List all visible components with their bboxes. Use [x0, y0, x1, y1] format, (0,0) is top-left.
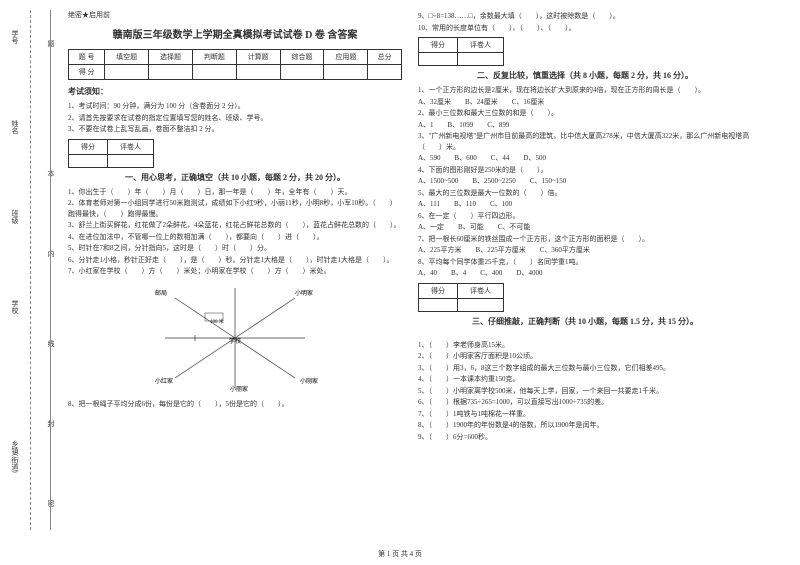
- section1-title: 一、用心思考，正确填空（共 10 小题，每题 2 分，共 20 分）。: [68, 172, 402, 183]
- q3-2: 2、（ ）小明家客厅面积是10公顷。: [418, 351, 752, 362]
- right-column: 9、□÷8=138……□，余数最大填（ ），这时被除数是（ ）。 10、常用的长…: [410, 10, 760, 443]
- score-h: 总分: [368, 50, 402, 65]
- q1-5: 5、时针在7和8之间，分针指向5，这时是（ ）时（ ）分。: [68, 243, 402, 254]
- notice-item: 1、考试时间：90 分钟，满分为 100 分（含卷面分 2 分）。: [68, 101, 402, 112]
- q2-7: 7、把一根长60厘米的铁丝围成一个正方形，这个正方形的面积是（ ）。: [418, 234, 752, 245]
- q2-8-opts: A、40 B、4 C、400 D、4000: [418, 268, 752, 279]
- diagram-node: 小明家: [295, 289, 313, 297]
- score-h: 计算题: [236, 50, 280, 65]
- mark-score: 得分: [419, 283, 458, 298]
- score-h: 选择题: [149, 50, 193, 65]
- q2-3-opts: A、590 B、600 C、44 D、500: [418, 153, 752, 164]
- q2-7-opts: A、225平方米 B、225平方厘米 C、360平方厘米: [418, 245, 752, 256]
- section2-title: 二、反复比较，慎重选择（共 8 小题，每题 2 分，共 16 分）。: [418, 70, 752, 81]
- diagram-node: 小刚家: [300, 377, 318, 385]
- marker-table: 得分评卷人: [418, 37, 504, 66]
- q3-8: 8、（ ）1900年的年份数是4的倍数，所以1900年是闰年。: [418, 420, 752, 431]
- q3-1: 1、（ ）李老师身高15米。: [418, 340, 752, 351]
- solid-margin-line: [50, 10, 51, 530]
- notice-item: 2、请首先按要求在试卷的指定位置填写您的姓名、班级、学号。: [68, 113, 402, 124]
- notice-item: 3、不要在试卷上乱写乱画，卷面不整洁扣 2 分。: [68, 124, 402, 135]
- side-mark: 本: [46, 170, 56, 177]
- q2-4-opts: A、1500~500 B、2500~2250 C、150~150: [418, 176, 752, 187]
- side-label-xuehao: 学号: [10, 30, 20, 44]
- left-column: 绝密★启用前 赣南版三年级数学上学期全真模拟考试试卷 D 卷 含答案 题 号 填…: [60, 10, 410, 443]
- mark-grader: 评卷人: [458, 38, 504, 53]
- exam-title: 赣南版三年级数学上学期全真模拟考试试卷 D 卷 含答案: [68, 26, 402, 41]
- q2-6-opts: A、一定 B、可能 C、不可能: [418, 222, 752, 233]
- q2-3: 3、"广州新电视塔"是广州市目前最高的建筑，比中信大厦高278米，中信大厦高32…: [418, 131, 752, 152]
- page-footer: 第 1 页 共 4 页: [0, 549, 800, 559]
- side-label-name: 姓名: [10, 120, 20, 134]
- q2-1-opts: A、32厘米 B、24厘米 C、16厘米: [418, 97, 752, 108]
- score-h: 应用题: [324, 50, 368, 65]
- q1-7: 7、小红家在学校（ ）方（ ）米处；小明家在学校（ ）方（ ）米处。: [68, 266, 402, 277]
- side-label-class: 班级: [10, 210, 20, 224]
- q2-5: 5、最大的三位数是最大一位数的（ ）倍。: [418, 188, 752, 199]
- q2-5-opts: A、111 B、110 C、100: [418, 199, 752, 210]
- score-h: 判断题: [192, 50, 236, 65]
- q1-6: 6、分针走1小格，秒针正好走（ ），是（ ）秒。分针走1大格是（ ），时针走1大…: [68, 255, 402, 266]
- q2-1: 1、一个正方形的边长是2厘米，现在将边长扩大到原来的4倍，现在正方形的周长是（ …: [418, 85, 752, 96]
- q2-2: 2、最小三位数和最大三位数的和是（ ）。: [418, 108, 752, 119]
- q2-2-opts: A、1 B、1099 C、899: [418, 120, 752, 131]
- mark-grader: 评卷人: [108, 139, 154, 154]
- diagram-node: 邮局: [155, 289, 167, 297]
- side-label-town: 乡镇(街道): [10, 440, 20, 473]
- diagram-center: 学校: [229, 337, 241, 345]
- side-label-school: 学校: [10, 300, 20, 314]
- q1-4: 4、在进位加法中，不管哪一位上的数相加满（ ），都要向（ ）进（ ）。: [68, 232, 402, 243]
- notice-title: 考试须知：: [68, 86, 402, 97]
- score-h: 填空题: [105, 50, 149, 65]
- marker-table: 得分评卷人: [68, 139, 154, 168]
- score-h: 综合题: [280, 50, 324, 65]
- q2-4: 4、下面的图形刚好是250米的是（ ）。: [418, 165, 752, 176]
- q2-8: 8、平均每个同学体重25千克，（ ）名同学重1吨。: [418, 257, 752, 268]
- q1-8: 8、把一根绳子平均分成6份，每份是它的（ ），5份是它的（ ）。: [68, 399, 402, 410]
- q3-7: 7、（ ）1吨铁与1吨棉花一样重。: [418, 409, 752, 420]
- diagram-dist: 100 米: [210, 318, 224, 325]
- direction-diagram: 学校 小明家 小刚家 小红家 邮局 小丽家 100 米: [135, 283, 335, 393]
- q3-5: 5、（ ）小明家离学校500米，他每天上学，回家，一个来回一共要走1千米。: [418, 386, 752, 397]
- diagram-node: 小红家: [155, 377, 173, 385]
- side-mark: 内: [46, 250, 56, 257]
- side-mark: 封: [46, 420, 56, 427]
- q1-9: 9、□÷8=138……□，余数最大填（ ），这时被除数是（ ）。: [418, 11, 752, 22]
- score-table: 题 号 填空题 选择题 判断题 计算题 综合题 应用题 总分 得 分: [68, 49, 402, 80]
- q1-10: 10、常用的长度单位有（ ）、（ ）、（ ）。: [418, 23, 752, 34]
- q1-3: 3、舒兰上街买鲜花，红花做了2朵鲜花，4朵蓝花，红花占鲜花总数的（ ），蓝花占鲜…: [68, 220, 402, 231]
- section3-title: 三、仔细推敲，正确判断（共 10 小题，每题 1.5 分，共 15 分）。: [418, 316, 752, 327]
- score-h: 题 号: [69, 50, 105, 65]
- mark-grader: 评卷人: [458, 283, 504, 298]
- q3-6: 6、（ ）根据735÷265=1000，可以直接写出1000÷735的差。: [418, 397, 752, 408]
- side-mark: 密: [46, 500, 56, 507]
- q3-9: 9、（ ）6分=600秒。: [418, 432, 752, 443]
- diagram-node: 小丽家: [230, 385, 248, 393]
- secret-label: 绝密★启用前: [68, 10, 402, 20]
- side-mark: 题: [46, 40, 56, 47]
- score-row-label: 得 分: [69, 65, 105, 80]
- q1-2: 2、体育老师对第一小组同学进行50米跑测试，成绩如下小红9秒，小丽11秒，小明8…: [68, 198, 402, 219]
- mark-score: 得分: [419, 38, 458, 53]
- mark-score: 得分: [69, 139, 108, 154]
- q2-6: 6、在一定（ ）平行四边形。: [418, 211, 752, 222]
- marker-table: 得分评卷人: [418, 283, 504, 312]
- q1-1: 1、你出生于（ ）年（ ）月（ ）日，那一年是（ ）年，全年有（ ）天。: [68, 187, 402, 198]
- q3-3: 3、（ ）用3，6，8这三个数字组成的最大三位数与最小三位数，它们相差495。: [418, 363, 752, 374]
- q3-4: 4、（ ）一本课本约重150克。: [418, 374, 752, 385]
- dashed-fold-line: [30, 10, 31, 530]
- side-mark: 线: [46, 340, 56, 347]
